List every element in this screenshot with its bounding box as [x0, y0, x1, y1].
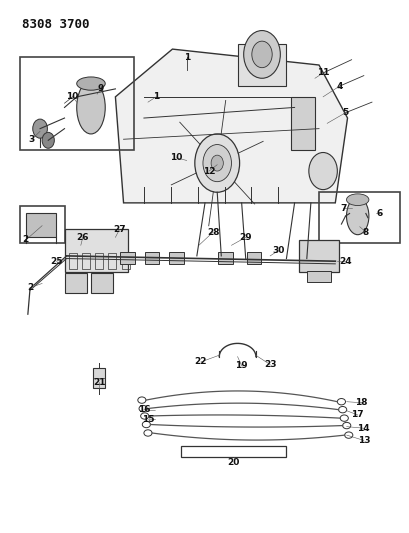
- Text: 1: 1: [153, 92, 159, 101]
- Circle shape: [243, 30, 280, 78]
- Circle shape: [202, 144, 231, 182]
- Bar: [237, 44, 286, 86]
- Text: 1: 1: [183, 53, 189, 62]
- Text: 10: 10: [66, 92, 79, 101]
- Text: 2: 2: [27, 283, 33, 292]
- Text: 28: 28: [207, 228, 219, 237]
- Polygon shape: [115, 49, 347, 203]
- Bar: [318, 192, 400, 243]
- Ellipse shape: [76, 81, 105, 134]
- Text: 13: 13: [357, 436, 369, 445]
- Bar: [290, 97, 314, 150]
- Text: 8: 8: [362, 228, 368, 237]
- Bar: [95, 253, 103, 269]
- Text: 5: 5: [342, 108, 348, 117]
- Circle shape: [251, 41, 272, 68]
- Text: 18: 18: [355, 398, 367, 407]
- Bar: [82, 253, 90, 269]
- Text: 19: 19: [235, 361, 247, 370]
- Bar: [64, 229, 127, 272]
- Bar: [121, 253, 129, 269]
- Bar: [144, 252, 159, 264]
- Ellipse shape: [346, 194, 368, 206]
- Bar: [64, 273, 87, 293]
- Bar: [93, 368, 105, 389]
- Bar: [91, 273, 113, 293]
- Text: 8308 3700: 8308 3700: [22, 18, 89, 31]
- Bar: [108, 253, 116, 269]
- Circle shape: [42, 132, 54, 148]
- Text: 30: 30: [272, 246, 284, 255]
- Text: 11: 11: [316, 68, 328, 77]
- Circle shape: [211, 155, 223, 171]
- Text: 2: 2: [22, 236, 29, 245]
- Text: 24: 24: [338, 257, 351, 265]
- Text: 16: 16: [137, 405, 150, 414]
- Text: 4: 4: [335, 82, 342, 91]
- Bar: [26, 214, 56, 237]
- Text: 29: 29: [239, 233, 252, 242]
- Text: 23: 23: [263, 360, 276, 369]
- Text: 6: 6: [376, 209, 382, 218]
- Circle shape: [308, 152, 337, 190]
- Text: 17: 17: [351, 410, 363, 419]
- Text: 3: 3: [29, 135, 35, 144]
- Bar: [180, 446, 286, 457]
- Text: 12: 12: [202, 166, 215, 175]
- Text: 26: 26: [76, 233, 89, 242]
- Bar: [120, 252, 135, 264]
- Bar: [20, 57, 133, 150]
- Bar: [298, 240, 339, 272]
- Text: 10: 10: [170, 154, 182, 163]
- Circle shape: [33, 119, 47, 138]
- Text: 22: 22: [194, 358, 207, 367]
- Text: 15: 15: [142, 415, 154, 424]
- Text: 9: 9: [98, 84, 104, 93]
- Bar: [306, 271, 330, 282]
- Bar: [246, 252, 261, 264]
- Text: 20: 20: [227, 458, 239, 467]
- Bar: [218, 252, 232, 264]
- Text: 25: 25: [50, 257, 63, 265]
- Bar: [68, 253, 76, 269]
- Circle shape: [194, 134, 239, 192]
- Bar: [20, 206, 64, 243]
- Text: 7: 7: [339, 204, 346, 213]
- Text: 14: 14: [357, 424, 369, 433]
- Ellipse shape: [76, 77, 105, 90]
- Text: 27: 27: [113, 225, 126, 234]
- Text: 21: 21: [93, 377, 105, 386]
- Bar: [169, 252, 183, 264]
- Ellipse shape: [346, 198, 368, 235]
